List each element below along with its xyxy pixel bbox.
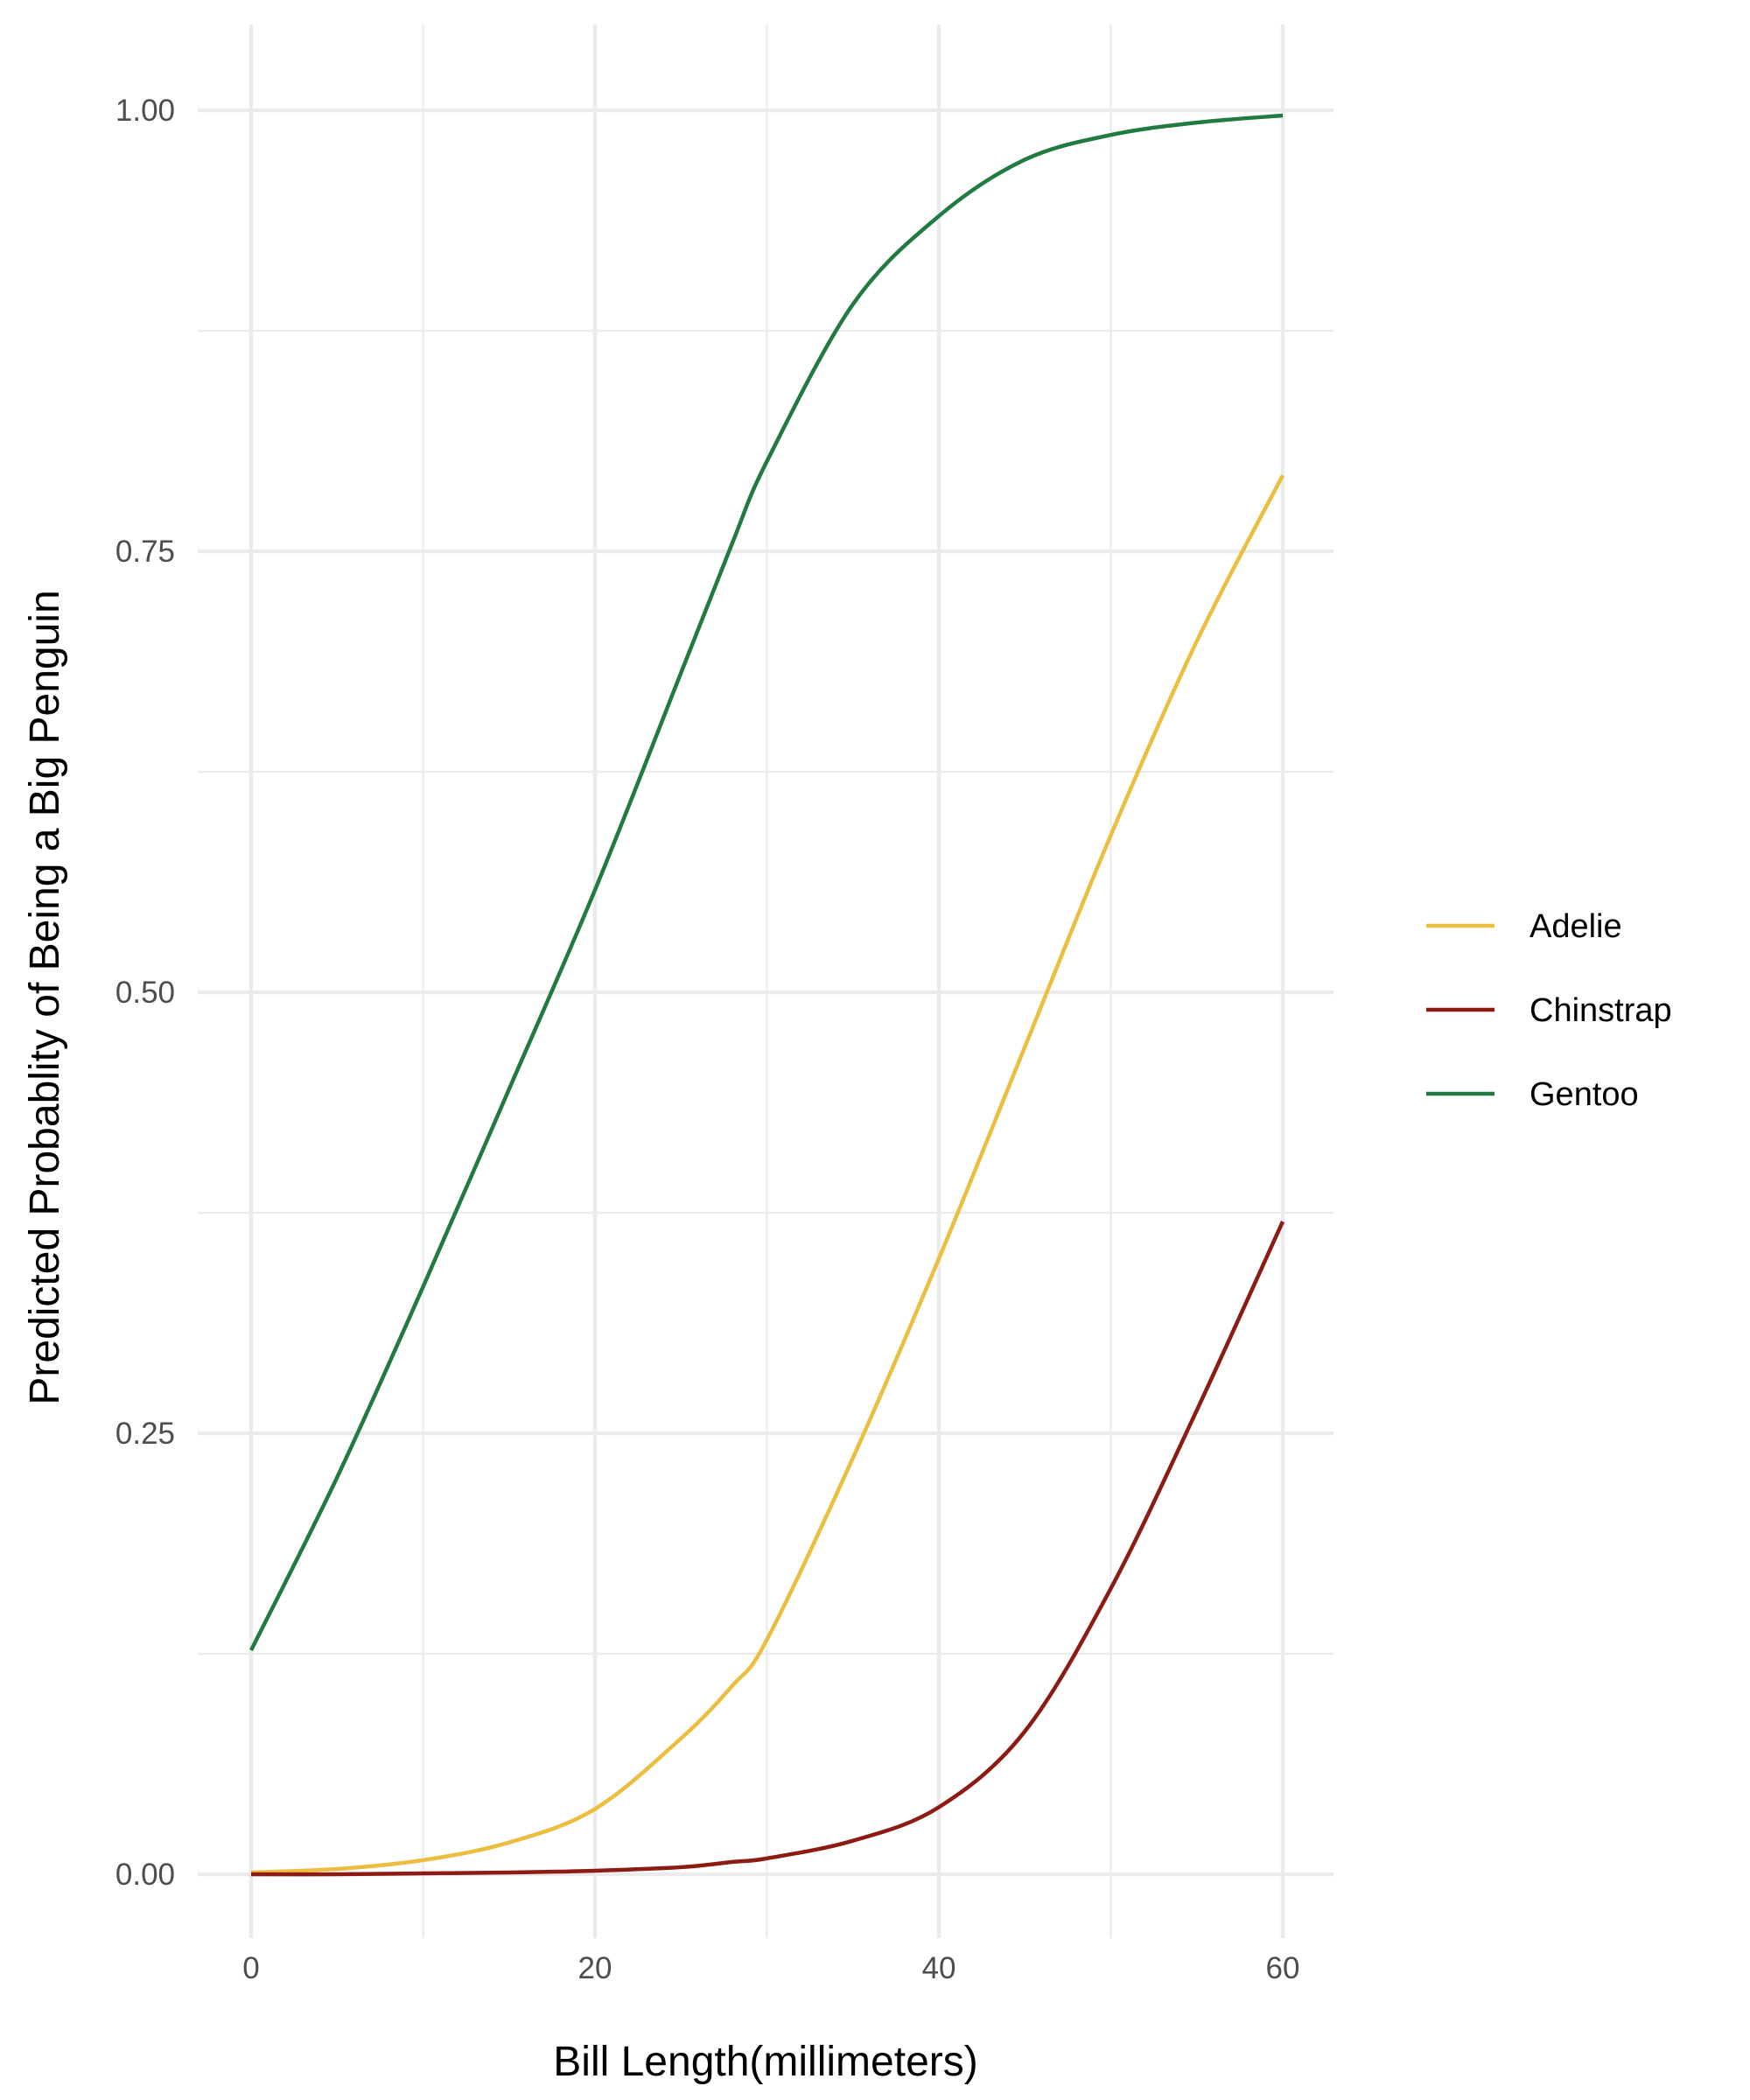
x-tick-label: 0: [242, 1951, 259, 1985]
x-tick-label: 20: [578, 1951, 612, 1985]
y-tick-label: 0.75: [116, 535, 175, 569]
series-lines: [248, 113, 1285, 1877]
series-line-gentoo: [248, 113, 1284, 1651]
legend-label-gentoo: Gentoo: [1530, 1076, 1639, 1113]
y-tick-label: 0.25: [116, 1417, 175, 1451]
major-gridlines: [198, 24, 1334, 1938]
x-axis-tick-labels: 0 20 40 60: [242, 1951, 1299, 1985]
y-tick-label: 0.00: [116, 1858, 175, 1892]
legend-label-chinstrap: Chinstrap: [1530, 992, 1672, 1029]
y-tick-label: 1.00: [116, 94, 175, 128]
legend: Adelie Chinstrap Gentoo: [1426, 908, 1672, 1113]
minor-gridlines: [198, 24, 1334, 1938]
x-tick-label: 40: [922, 1951, 956, 1985]
x-tick-label: 60: [1266, 1951, 1300, 1985]
series-line-adelie: [250, 474, 1284, 1875]
y-axis-title: Predicted Probablity of Being a Big Peng…: [22, 590, 68, 1404]
series-line-chinstrap: [250, 1221, 1285, 1877]
y-axis-tick-labels: 0.00 0.25 0.50 0.75 1.00: [116, 94, 175, 1892]
legend-label-adelie: Adelie: [1530, 908, 1622, 945]
y-tick-label: 0.50: [116, 976, 175, 1010]
x-axis-title: Bill Length(millimeters): [553, 2039, 977, 2085]
